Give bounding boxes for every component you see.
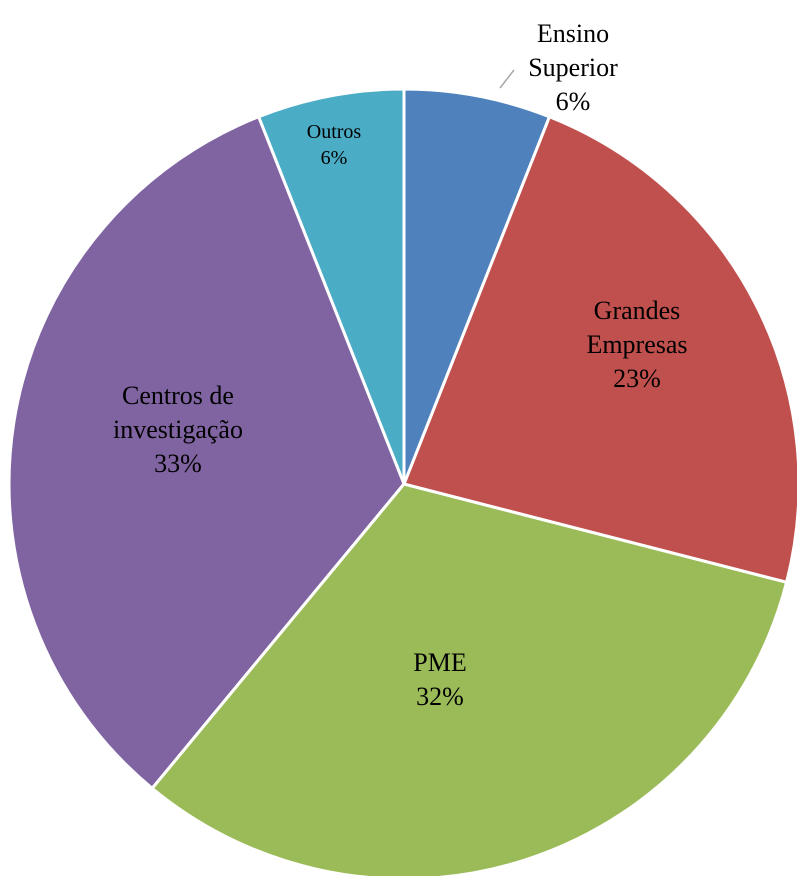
pie-slice <box>150 482 789 876</box>
category-name: Ensino Superior <box>528 19 618 82</box>
slice-label: Grandes Empresas 23% <box>552 294 722 396</box>
category-name: PME <box>413 648 467 677</box>
pie-slice <box>401 114 797 585</box>
pie-slice <box>402 87 552 485</box>
category-name: Centros de investigação <box>113 381 243 444</box>
slice-label: Centros de investigação 33% <box>78 379 278 481</box>
value-label: 32% <box>416 682 464 711</box>
value-label: 33% <box>154 449 202 478</box>
slice-label: Outros 6% <box>289 119 379 171</box>
value-label: 6% <box>320 147 348 169</box>
value-label: 6% <box>555 87 591 116</box>
pie-slice <box>7 114 406 791</box>
pie-slice <box>256 87 406 485</box>
category-name: Outros <box>306 121 362 143</box>
category-name: Grandes Empresas <box>586 296 688 359</box>
leader-line <box>499 69 515 89</box>
slice-label: PME 32% <box>380 646 500 714</box>
slice-label: Ensino Superior 6% <box>503 17 643 119</box>
value-label: 23% <box>613 364 661 393</box>
